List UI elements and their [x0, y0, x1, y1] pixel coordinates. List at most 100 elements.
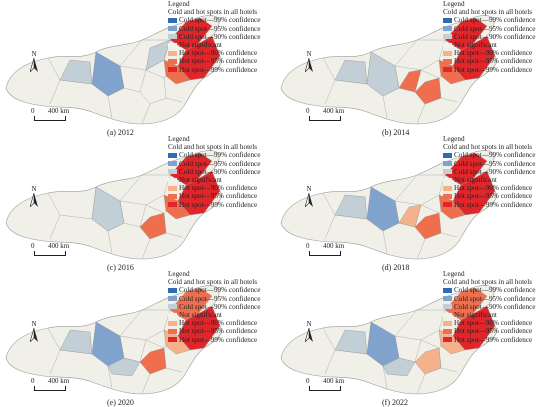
legend-swatch [443, 296, 452, 302]
legend-item-label: Cold spot—90% confidence [179, 302, 261, 311]
map-panel-c: N 0 400 km (c) 2016 Legend Cold and hot … [0, 135, 275, 272]
legend-item-label: Hot spot—99% confidence [454, 335, 533, 344]
legend-swatch [443, 34, 452, 40]
spot-region [334, 59, 368, 85]
legend-item-label: Cold spot—95% confidence [179, 159, 261, 168]
spot-region [163, 59, 191, 85]
legend-item-label: Cold spot—95% confidence [454, 294, 536, 303]
spot-region [107, 357, 141, 377]
legend-item-label: Not significant [179, 176, 222, 185]
spot-region [366, 186, 400, 232]
north-label: N [306, 185, 312, 193]
north-arrow-icon [29, 192, 38, 209]
north-arrow: N [304, 185, 314, 209]
spot-region [59, 329, 93, 355]
legend-item-label: Hot spot—99% confidence [454, 200, 533, 209]
legend-item: Cold spot—99% confidence [168, 286, 260, 294]
legend-swatch [443, 320, 452, 326]
legend-swatch [168, 194, 177, 200]
legend-swatch [168, 185, 177, 191]
legend-item-label: Hot spot—95% confidence [179, 327, 258, 336]
hotspot-regions [334, 152, 496, 240]
legend-swatch [443, 67, 452, 73]
map-figure [5, 15, 222, 125]
legend-item-label: Cold spot—95% confidence [454, 24, 536, 33]
hotspot-regions [91, 152, 221, 240]
spot-region [414, 77, 442, 105]
map-figure [280, 285, 497, 395]
legend-item-label: Hot spot—90% confidence [179, 319, 258, 328]
spot-region [163, 329, 191, 355]
legend-subtitle: Cold and hot spots in all hotels [168, 278, 258, 287]
north-arrow-icon [304, 57, 313, 74]
legend-item: Hot spot—99% confidence [443, 201, 535, 209]
legend-title: Legend [443, 0, 465, 8]
legend-item: Hot spot—95% confidence [443, 327, 535, 335]
legend-swatch [443, 177, 452, 183]
spot-region [382, 357, 416, 377]
legend-item-label: Cold spot—90% confidence [454, 302, 536, 311]
legend-swatch [168, 42, 177, 48]
map-panel-e: N 0 400 km (e) 2020 Legend Cold and hot … [0, 270, 275, 407]
north-label: N [31, 185, 37, 193]
legend-swatch [443, 288, 452, 293]
legend-item-label: Hot spot—99% confidence [179, 200, 258, 209]
legend-swatch [168, 169, 177, 175]
north-arrow: N [304, 50, 314, 74]
legend-item: Not significant [443, 176, 535, 184]
scale-bar [309, 116, 341, 121]
legend-item-label: Hot spot—90% confidence [454, 319, 533, 328]
legend-item: Hot spot—95% confidence [168, 57, 260, 65]
legend-item: Hot spot—90% confidence [168, 319, 260, 327]
map-panel-b: N 0 400 km (b) 2014 Legend Cold and hot … [275, 0, 550, 137]
scale-zero: 0 [306, 242, 310, 250]
legend-swatch [168, 329, 177, 335]
legend-item: Cold spot—95% confidence [443, 295, 535, 303]
legend-item: Hot spot—90% confidence [168, 184, 260, 192]
legend-subtitle: Cold and hot spots in all hotels [443, 143, 533, 152]
legend-item-label: Not significant [454, 176, 497, 185]
map-panel-d: N 0 400 km (d) 2018 Legend Cold and hot … [275, 135, 550, 272]
legend-item: Cold spot—90% confidence [443, 303, 535, 311]
spot-region [59, 59, 93, 85]
spot-region [163, 194, 191, 220]
legend-item-label: Cold spot—95% confidence [179, 24, 261, 33]
legend-swatch [443, 185, 452, 191]
panel-caption: (a) 2012 [107, 128, 134, 137]
legend-item: Cold spot—95% confidence [168, 160, 260, 168]
north-arrow: N [29, 320, 39, 344]
legend-subtitle: Cold and hot spots in all hotels [443, 8, 533, 17]
legend-title: Legend [168, 0, 190, 8]
legend-item-label: Cold spot—99% confidence [179, 286, 261, 295]
legend-item: Hot spot—90% confidence [168, 49, 260, 57]
legend-item: Cold spot—95% confidence [168, 25, 260, 33]
panel-caption: (e) 2020 [107, 398, 134, 407]
legend-item: Hot spot—95% confidence [168, 192, 260, 200]
legend-swatch [443, 304, 452, 310]
legend: Legend Cold and hot spots in all hotels … [443, 270, 535, 344]
legend-swatch [443, 337, 452, 343]
spot-region [334, 194, 368, 220]
panel-caption: (f) 2022 [382, 398, 408, 407]
scale-distance: 400 km [323, 107, 345, 115]
legend-item: Not significant [168, 176, 260, 184]
spot-region [398, 204, 422, 228]
legend-item: Cold spot—95% confidence [443, 160, 535, 168]
legend-item-label: Hot spot—95% confidence [179, 192, 258, 201]
legend-item: Hot spot—90% confidence [443, 184, 535, 192]
scale-distance: 400 km [323, 377, 345, 385]
legend-swatch [443, 18, 452, 23]
legend-item-label: Hot spot—95% confidence [454, 327, 533, 336]
legend-swatch [168, 320, 177, 326]
scale-zero: 0 [306, 107, 310, 115]
spot-region [398, 69, 422, 93]
legend-swatch [443, 194, 452, 200]
legend-item: Hot spot—99% confidence [168, 66, 260, 74]
spot-region [139, 212, 167, 240]
legend-swatch [168, 26, 177, 32]
spot-region [91, 186, 125, 232]
legend: Legend Cold and hot spots in all hotels … [168, 270, 260, 344]
scale-distance: 400 km [48, 377, 70, 385]
legend-item: Cold spot—90% confidence [443, 168, 535, 176]
legend-item: Cold spot—99% confidence [168, 16, 260, 24]
